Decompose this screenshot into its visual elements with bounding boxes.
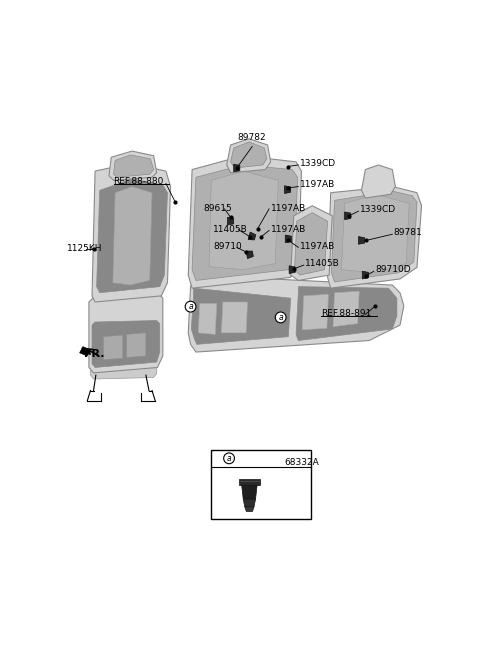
- Polygon shape: [359, 237, 365, 244]
- Polygon shape: [114, 155, 154, 177]
- Text: REF.88-891: REF.88-891: [322, 309, 372, 318]
- Text: 89781: 89781: [394, 228, 422, 237]
- Polygon shape: [221, 302, 248, 333]
- Polygon shape: [104, 335, 123, 359]
- Text: 11405B: 11405B: [305, 259, 340, 268]
- Circle shape: [185, 301, 196, 312]
- Polygon shape: [90, 363, 156, 379]
- Polygon shape: [289, 266, 295, 274]
- Polygon shape: [230, 142, 267, 168]
- Polygon shape: [80, 346, 90, 356]
- Text: 89615: 89615: [203, 203, 232, 213]
- Bar: [211, 450, 312, 519]
- Text: a: a: [188, 302, 193, 311]
- Polygon shape: [89, 293, 163, 373]
- Text: a: a: [227, 454, 231, 463]
- Polygon shape: [227, 139, 271, 173]
- Polygon shape: [291, 206, 332, 281]
- Circle shape: [224, 453, 234, 464]
- Polygon shape: [209, 171, 278, 270]
- Polygon shape: [188, 155, 301, 288]
- Polygon shape: [345, 212, 351, 220]
- Text: 11405B: 11405B: [213, 225, 248, 234]
- Polygon shape: [296, 287, 397, 340]
- Polygon shape: [127, 333, 146, 358]
- Polygon shape: [96, 179, 168, 293]
- Polygon shape: [245, 507, 254, 512]
- Polygon shape: [362, 271, 369, 279]
- Polygon shape: [92, 321, 160, 367]
- Text: REF.88-880: REF.88-880: [114, 177, 164, 186]
- Polygon shape: [302, 295, 328, 330]
- Polygon shape: [242, 485, 257, 499]
- Text: 1197AB: 1197AB: [271, 203, 306, 213]
- Polygon shape: [109, 151, 156, 180]
- Polygon shape: [198, 304, 217, 335]
- Text: 89710: 89710: [213, 242, 241, 251]
- Polygon shape: [228, 217, 234, 225]
- Polygon shape: [328, 186, 421, 288]
- Text: 1339CD: 1339CD: [300, 159, 336, 168]
- Polygon shape: [113, 186, 152, 285]
- Polygon shape: [239, 479, 260, 485]
- Text: 89710D: 89710D: [375, 265, 411, 274]
- Text: 1125KH: 1125KH: [67, 243, 103, 253]
- Text: 1197AB: 1197AB: [300, 242, 335, 251]
- Circle shape: [275, 312, 286, 323]
- Polygon shape: [341, 194, 409, 273]
- Polygon shape: [192, 165, 298, 281]
- Polygon shape: [243, 499, 255, 507]
- Text: a: a: [278, 313, 283, 322]
- Text: 89782: 89782: [238, 133, 266, 142]
- Polygon shape: [361, 165, 396, 198]
- Polygon shape: [295, 213, 328, 275]
- Polygon shape: [285, 186, 291, 194]
- Polygon shape: [188, 275, 404, 352]
- Text: 68332A: 68332A: [285, 458, 319, 466]
- Polygon shape: [248, 232, 256, 240]
- Text: 1197AB: 1197AB: [271, 225, 306, 234]
- Polygon shape: [246, 251, 253, 258]
- Polygon shape: [333, 291, 359, 327]
- Text: FR.: FR.: [84, 350, 105, 359]
- Text: 1197AB: 1197AB: [300, 180, 335, 190]
- Polygon shape: [92, 163, 170, 302]
- Polygon shape: [285, 235, 291, 243]
- Polygon shape: [332, 191, 417, 282]
- Text: 1339CD: 1339CD: [360, 205, 396, 214]
- Polygon shape: [234, 164, 240, 172]
- Polygon shape: [192, 288, 291, 344]
